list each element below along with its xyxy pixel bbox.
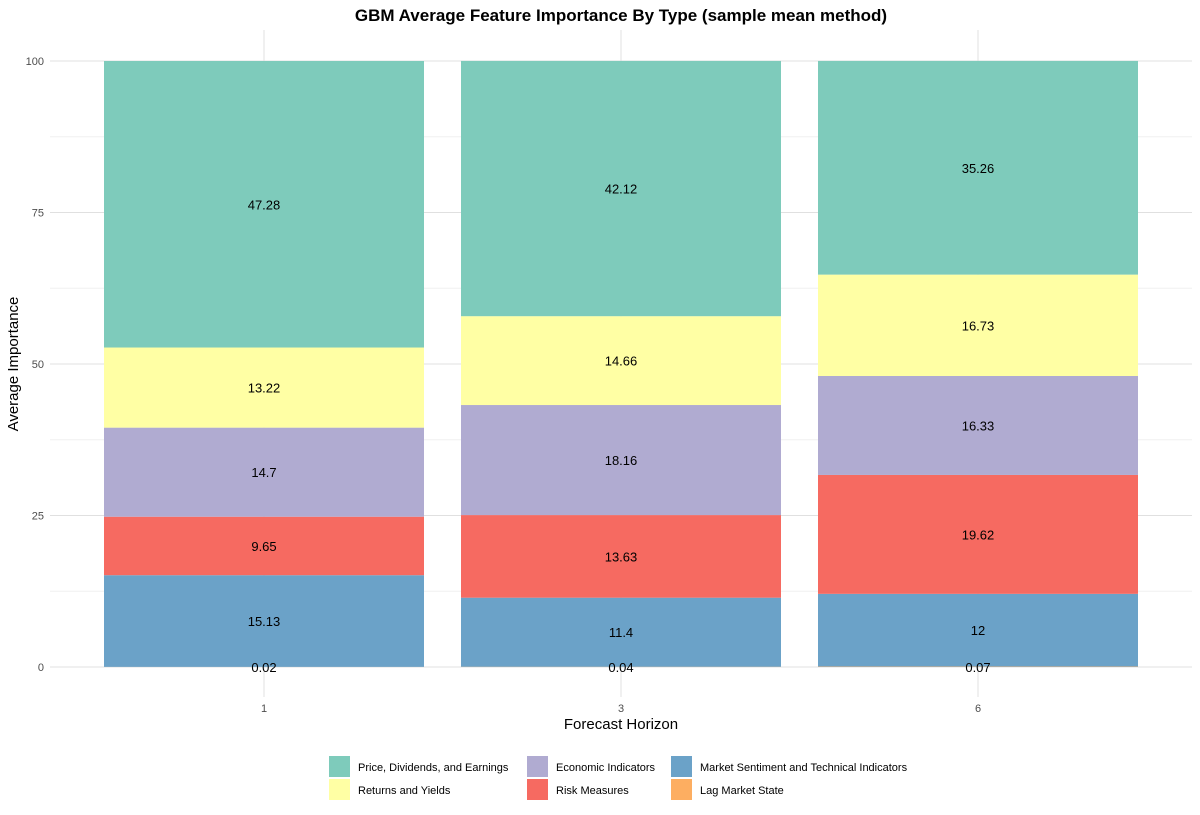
- y-tick-label: 50: [32, 359, 44, 371]
- legend-label: Lag Market State: [700, 785, 784, 797]
- data-label: 0.07: [965, 660, 990, 675]
- legend-swatch: [671, 756, 692, 777]
- y-tick-label: 100: [26, 56, 44, 68]
- y-tick-label: 25: [32, 511, 44, 523]
- data-label: 9.65: [251, 539, 276, 554]
- data-label: 35.26: [962, 161, 995, 176]
- bar-segment: [818, 60, 1138, 275]
- legend-label: Economic Indicators: [556, 762, 656, 774]
- legend-label: Price, Dividends, and Earnings: [358, 762, 509, 774]
- legend-swatch: [329, 779, 350, 800]
- legend: Price, Dividends, and Earnings Returns an…: [329, 756, 908, 800]
- data-label: 13.22: [248, 381, 281, 396]
- data-label: 16.73: [962, 318, 995, 333]
- bar-segment: [104, 347, 424, 428]
- bars-layer: [104, 60, 1138, 667]
- data-label: 16.33: [962, 418, 995, 433]
- data-label: 18.16: [605, 453, 638, 468]
- data-label: 15.13: [248, 614, 281, 629]
- data-label: 0.04: [608, 660, 633, 675]
- bar-segment: [461, 60, 781, 317]
- data-label: 42.12: [605, 182, 638, 197]
- data-label: 47.28: [248, 197, 281, 212]
- legend-swatch: [671, 779, 692, 800]
- bar-segment: [104, 516, 424, 576]
- legend-swatch: [527, 756, 548, 777]
- data-label: 11.4: [609, 625, 633, 640]
- legend-label: Market Sentiment and Technical Indicator…: [700, 762, 908, 774]
- x-tick-label: 1: [261, 703, 267, 715]
- bar-segment: [818, 593, 1138, 667]
- legend-swatch: [527, 779, 548, 800]
- bar-segment: [818, 274, 1138, 376]
- data-label: 12: [971, 623, 985, 638]
- data-labels-layer: 0.02 15.13 9.65 14.7 13.22 47.28 0.04 11.4 13.63…: [248, 161, 995, 675]
- y-axis-title: Average Importance: [5, 297, 22, 432]
- x-axis-title: Forecast Horizon: [564, 716, 678, 733]
- chart-title: GBM Average Feature Importance By Type (…: [355, 6, 887, 25]
- bar-segment: [818, 474, 1138, 594]
- bar-segment: [461, 405, 781, 516]
- data-label: 19.62: [962, 527, 995, 542]
- data-label: 14.7: [251, 465, 276, 480]
- data-label: 13.63: [605, 549, 638, 564]
- data-label: 14.66: [605, 354, 638, 369]
- y-tick-label: 0: [38, 662, 44, 674]
- bar-segment: [461, 597, 781, 667]
- data-label: 0.02: [251, 660, 276, 675]
- x-tick-label: 3: [618, 703, 624, 715]
- legend-label: Risk Measures: [556, 785, 629, 797]
- legend-label: Returns and Yields: [358, 785, 451, 797]
- x-tick-label: 6: [975, 703, 981, 715]
- bar-segment: [461, 316, 781, 406]
- bar-segment: [104, 427, 424, 517]
- bar-segment: [818, 375, 1138, 475]
- bar-segment: [104, 575, 424, 667]
- legend-swatch: [329, 756, 350, 777]
- axes-layer: 0 25 50 75 100 1 3 6: [26, 56, 981, 715]
- bar-segment: [461, 515, 781, 598]
- bar-segment: [104, 61, 424, 348]
- y-tick-label: 75: [32, 208, 44, 220]
